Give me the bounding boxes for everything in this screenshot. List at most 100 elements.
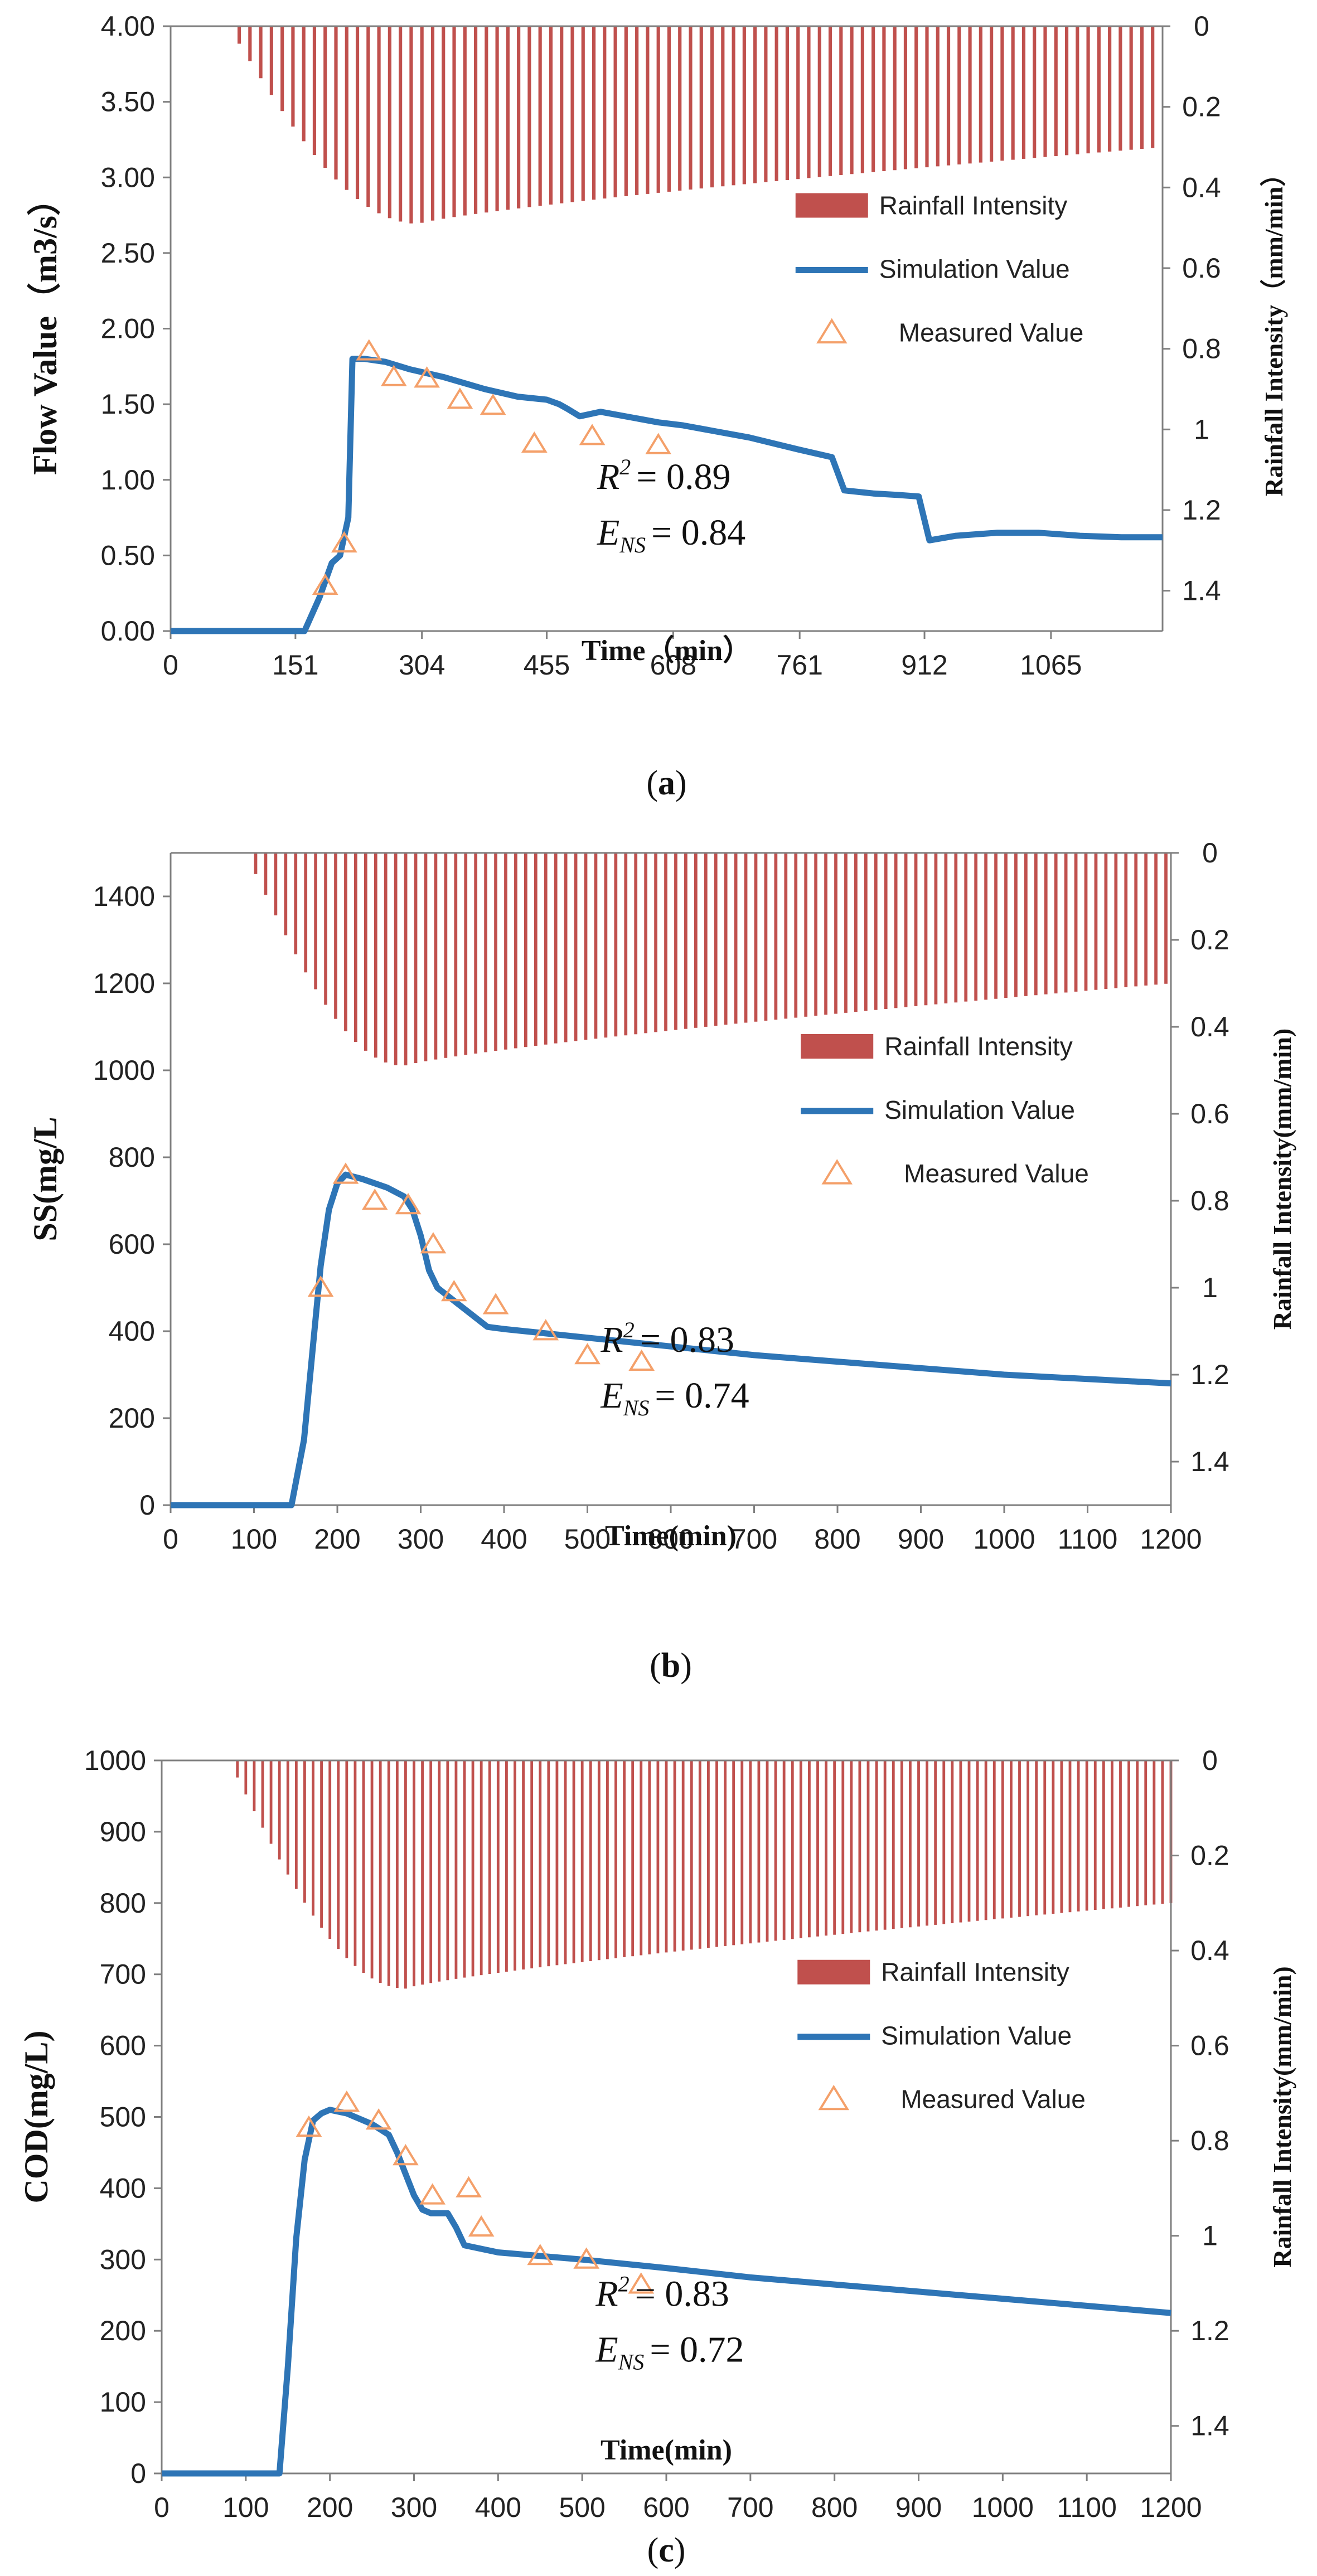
rainfall-bar xyxy=(732,26,735,186)
rainfall-bar xyxy=(424,853,428,1061)
panel-label-open: ( xyxy=(650,1647,661,1685)
rainfall-bar xyxy=(1097,26,1101,153)
rainfall-bar xyxy=(1151,26,1155,148)
rainfall-bar xyxy=(925,26,929,168)
measured-point xyxy=(579,424,606,445)
y2-tick-label: 0.8 xyxy=(1182,333,1221,365)
r2-stat: R2 = 0.83 xyxy=(600,1317,734,1360)
rainfall-bar xyxy=(286,1760,289,1875)
x-tick-label: 1200 xyxy=(1140,2492,1202,2523)
y-tick-label: 200 xyxy=(109,1403,155,1434)
rainfall-bar xyxy=(794,853,798,1018)
rainfall-bar xyxy=(328,1760,332,1939)
rainfall-bar xyxy=(572,1760,575,1963)
y2-tick-label: 1 xyxy=(1202,2220,1218,2252)
rainfall-bar xyxy=(454,1760,458,1979)
rainfall-bar xyxy=(934,1760,937,1925)
rainfall-bar xyxy=(244,1760,248,1794)
y2-tick-label: 1.4 xyxy=(1190,2410,1229,2442)
rainfall-bar xyxy=(707,1760,710,1948)
rainfall-bar xyxy=(1136,1760,1139,1906)
rainfall-bar xyxy=(850,1760,853,1933)
ens-value: = 0.74 xyxy=(655,1375,749,1416)
rainfall-bar xyxy=(1064,853,1068,993)
rainfall-bar xyxy=(446,1760,449,1981)
rainfall-bar xyxy=(505,1760,508,1972)
rainfall-bar xyxy=(320,1760,323,1928)
rainfall-bar xyxy=(740,1760,744,1944)
rainfall-bar xyxy=(364,853,367,1051)
rainfall-bar xyxy=(1011,26,1015,160)
rainfall-bar xyxy=(1144,853,1148,986)
rainfall-bar xyxy=(764,853,768,1021)
x-tick-label: 1000 xyxy=(972,2492,1034,2523)
rainfall-bar xyxy=(934,853,938,1005)
y-tick-label: 900 xyxy=(100,1816,146,1847)
rainfall-bar xyxy=(463,26,467,216)
rainfall-bar xyxy=(1044,853,1048,994)
rainfall-bar xyxy=(409,26,413,224)
rainfall-bar xyxy=(324,853,327,1005)
rainfall-bar xyxy=(1068,1760,1072,1913)
ens-stat: ENS = 0.84 xyxy=(597,512,745,557)
y-tick-label: 1000 xyxy=(93,1055,155,1086)
rainfall-bar xyxy=(656,26,660,193)
y-tick-label: 0 xyxy=(130,2458,146,2489)
rainfall-bar xyxy=(404,853,408,1066)
rainfall-bar xyxy=(589,1760,592,1961)
rainfall-bar xyxy=(698,1760,701,1949)
rainfall-bar xyxy=(530,1760,534,1968)
rainfall-bar xyxy=(474,853,478,1054)
rainfall-bar xyxy=(1153,1760,1156,1905)
x-axis-title: Time（min） xyxy=(582,634,752,667)
rainfall-bar xyxy=(1052,1760,1055,1914)
rainfall-bar xyxy=(946,26,951,166)
y2-tick-label: 0.8 xyxy=(1190,2125,1229,2156)
rainfall-bar xyxy=(269,26,273,95)
measured-point xyxy=(307,1275,334,1297)
rainfall-bar xyxy=(1076,26,1079,154)
rainfall-bar xyxy=(434,853,438,1060)
rainfall-bar xyxy=(284,853,288,935)
rainfall-bar xyxy=(302,26,306,142)
rainfall-bar xyxy=(959,1760,962,1923)
rainfall-bar xyxy=(681,1760,685,1951)
x-tick-label: 900 xyxy=(895,2492,942,2523)
rainfall-bar xyxy=(749,1760,752,1944)
legend-rain-label: Rainfall Intensity xyxy=(881,1958,1069,1987)
rainfall-bar xyxy=(1085,1760,1088,1911)
rainfall-bar xyxy=(1094,853,1098,990)
rainfall-bar xyxy=(337,1760,340,1949)
y-tick-label: 3.50 xyxy=(101,86,155,118)
rainfall-bar xyxy=(839,26,843,176)
rainfall-bar xyxy=(291,26,295,127)
x-tick-label: 400 xyxy=(481,1524,527,1555)
rainfall-bar xyxy=(362,1760,365,1973)
rainfall-bar xyxy=(395,1760,399,1988)
rainfall-bar xyxy=(1119,26,1122,151)
rainfall-bar xyxy=(555,1760,559,1966)
rainfall-bar xyxy=(904,853,908,1007)
r2-value: = 0.83 xyxy=(640,1319,734,1360)
ens-symbol: E xyxy=(600,1375,623,1416)
measured-point xyxy=(532,1319,559,1341)
rainfall-bar xyxy=(354,1760,357,1966)
rainfall-bar xyxy=(1164,853,1168,984)
x-tick-label: 800 xyxy=(814,1524,860,1555)
x-tick-label: 700 xyxy=(731,1524,777,1555)
rainfall-bar xyxy=(817,26,821,177)
rainfall-bar xyxy=(875,1760,878,1931)
measured-point xyxy=(420,1232,447,1254)
rainfall-bar xyxy=(816,1760,819,1937)
rainfall-bar xyxy=(366,26,370,207)
rainfall-bar xyxy=(690,1760,693,1950)
rainfall-bar xyxy=(860,26,864,173)
y2-tick-label: 1 xyxy=(1202,1272,1218,1303)
measured-point xyxy=(361,1188,388,1210)
rainfall-bar xyxy=(564,1760,567,1964)
rainfall-bar xyxy=(1104,853,1108,989)
rainfall-bar xyxy=(504,853,507,1050)
rainfall-bar xyxy=(547,1760,550,1967)
x-tick-label: 300 xyxy=(398,1524,444,1555)
rainfall-bar xyxy=(893,26,897,171)
